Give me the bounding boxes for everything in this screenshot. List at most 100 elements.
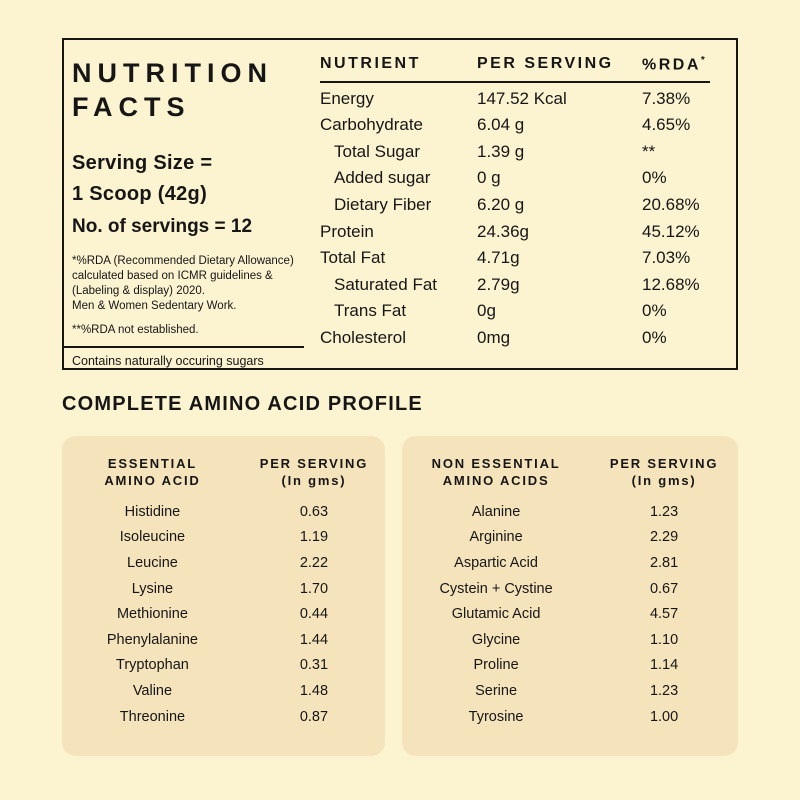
essential-amino-card: ESSENTIAL AMINO ACID PER SERVING (In gms… xyxy=(62,436,385,756)
nutrient-per-serving: 6.04 g xyxy=(477,115,525,135)
nutrient-per-serving: 2.79g xyxy=(477,274,520,294)
non-essential-card-title: NON ESSENTIAL AMINO ACIDS xyxy=(402,455,590,489)
per-serving-line-1: PER SERVING xyxy=(609,456,719,471)
amino-value: 0.31 xyxy=(299,657,329,674)
nutrient-table: NUTRIENT PER SERVING %RDA* Energy 147.52 … xyxy=(320,40,736,368)
amino-name: Proline xyxy=(473,657,519,674)
servings-count: No. of servings = 12 xyxy=(72,216,253,237)
nutrient-rda: 45.12% xyxy=(642,221,700,241)
amino-name: Tryptophan xyxy=(116,657,189,674)
amino-name: Threonine xyxy=(119,708,186,725)
nutrient-name: Dietary Fiber xyxy=(334,195,432,214)
amino-row: Alanine 1.23 xyxy=(402,499,738,525)
amino-row: Proline 1.14 xyxy=(402,653,738,679)
amino-name: Tyrosine xyxy=(468,708,524,725)
essential-title-line-1: ESSENTIAL xyxy=(107,456,198,471)
nutrient-name: Saturated Fat xyxy=(334,274,438,294)
rda-footnote: *%RDA (Recommended Dietary Allowance) ca… xyxy=(72,254,318,314)
amino-name: Alanine xyxy=(471,503,521,520)
nutrient-per-serving: 0g xyxy=(477,301,496,321)
nutrient-rda: 20.68% xyxy=(642,195,700,214)
serving-size-value: 1 Scoop (42g) xyxy=(72,183,208,205)
amino-value: 1.70 xyxy=(299,580,329,597)
nutrient-rda: 0% xyxy=(642,327,667,347)
nutrient-rda: 0% xyxy=(642,168,667,188)
nutrient-row: Carbohydrate 6.04 g 4.65% xyxy=(320,112,710,139)
per-serving-line-1: PER SERVING xyxy=(259,456,369,471)
amino-value: 0.44 xyxy=(299,606,329,623)
nutrient-name: Trans Fat xyxy=(334,301,407,321)
amino-row: Aspartic Acid 2.81 xyxy=(402,550,738,576)
amino-name: Phenylalanine xyxy=(106,631,198,648)
amino-value: 4.57 xyxy=(649,606,679,623)
col-rda-header: %RDA* xyxy=(642,55,705,74)
amino-name: Methionine xyxy=(116,606,188,623)
amino-value: 1.44 xyxy=(299,631,329,648)
amino-value: 2.22 xyxy=(299,554,329,571)
rda-footnote-line: *%RDA (Recommended Dietary Allowance) xyxy=(72,255,294,267)
essential-card-title: ESSENTIAL AMINO ACID xyxy=(62,455,243,489)
nutrient-row: Total Sugar 1.39 g ** xyxy=(320,139,710,166)
nutrient-table-body: Energy 147.52 Kcal 7.38% Carbohydrate 6.04 g… xyxy=(320,85,710,351)
nutrient-name: Cholesterol xyxy=(320,327,406,347)
non-essential-card-header: NON ESSENTIAL AMINO ACIDS PER SERVING (I… xyxy=(402,436,738,489)
nutrient-rda: 4.65% xyxy=(642,115,691,135)
amino-row: Valine 1.48 xyxy=(62,678,385,704)
amino-value: 1.10 xyxy=(649,631,679,648)
amino-value: 1.48 xyxy=(299,682,329,699)
amino-name: Arginine xyxy=(469,529,523,546)
col-per-serving-header: PER SERVING xyxy=(477,55,614,72)
amino-name: Isoleucine xyxy=(119,529,186,546)
nutrient-name: Total Fat xyxy=(320,248,386,268)
nutrition-facts-title: NUTRITION FACTS xyxy=(72,56,320,124)
nutrient-rda: 7.03% xyxy=(642,248,691,268)
amino-row: Tyrosine 1.00 xyxy=(402,704,738,730)
nutrient-rda: ** xyxy=(642,141,656,161)
rda-asterisk: * xyxy=(700,55,705,66)
nutrient-per-serving: 0 g xyxy=(477,168,501,188)
amino-row: Serine 1.23 xyxy=(402,678,738,704)
essential-title-line-2: AMINO ACID xyxy=(104,473,201,488)
col-nutrient-header: NUTRIENT xyxy=(320,55,421,72)
amino-name: Histidine xyxy=(124,503,181,520)
essential-card-header: ESSENTIAL AMINO ACID PER SERVING (In gms… xyxy=(62,436,385,489)
amino-row: Glycine 1.10 xyxy=(402,627,738,653)
nutrient-row: Protein 24.36g 45.12% xyxy=(320,218,710,245)
nutrient-row: Cholesterol 0mg 0% xyxy=(320,325,710,352)
serving-size-label: Serving Size = xyxy=(72,152,213,174)
contains-sugars-note: Contains naturally occuring sugars xyxy=(64,346,304,368)
rda-footnote-line: Men & Women Sedentary Work. xyxy=(72,300,237,312)
rda-footnote-line: calculated based on ICMR guidelines & xyxy=(72,270,273,282)
amino-row: Histidine 0.63 xyxy=(62,499,385,525)
nutrient-per-serving: 6.20 g xyxy=(477,195,525,214)
nutrient-per-serving: 4.71g xyxy=(477,248,520,268)
amino-name: Lysine xyxy=(131,580,174,597)
amino-row: Cystein + Cystine 0.67 xyxy=(402,576,738,602)
nutrient-rda: 0% xyxy=(642,301,667,321)
non-essential-title-line-1: NON ESSENTIAL xyxy=(431,456,561,471)
amino-value: 1.23 xyxy=(649,503,679,520)
nutrient-table-header: NUTRIENT PER SERVING %RDA* xyxy=(320,55,710,84)
nutrient-name: Protein xyxy=(320,221,374,241)
amino-value: 1.23 xyxy=(649,682,679,699)
non-essential-amino-rows: Alanine 1.23 Arginine 2.29 Aspartic Acid 2.81… xyxy=(402,499,738,729)
amino-row: Arginine 2.29 xyxy=(402,525,738,551)
amino-name: Glutamic Acid xyxy=(451,606,541,623)
nutrition-facts-left-pane: NUTRITION FACTS Serving Size = 1 Scoop (… xyxy=(64,40,320,368)
amino-row: Leucine 2.22 xyxy=(62,550,385,576)
non-essential-title-line-2: AMINO ACIDS xyxy=(442,473,550,488)
nutrient-row: Energy 147.52 Kcal 7.38% xyxy=(320,85,710,112)
nutrient-rda: 7.38% xyxy=(642,88,691,108)
amino-name: Aspartic Acid xyxy=(454,554,538,571)
amino-value: 2.81 xyxy=(649,554,679,571)
amino-row: Lysine 1.70 xyxy=(62,576,385,602)
amino-row: Methionine 0.44 xyxy=(62,601,385,627)
nutrient-row: Added sugar 0 g 0% xyxy=(320,165,710,192)
nutrient-row: Total Fat 4.71g 7.03% xyxy=(320,245,710,272)
amino-value: 2.29 xyxy=(649,529,679,546)
amino-name: Valine xyxy=(132,682,173,699)
nutrient-row: Trans Fat 0g 0% xyxy=(320,298,710,325)
nutrient-rda: 12.68% xyxy=(642,274,700,294)
amino-row: Isoleucine 1.19 xyxy=(62,525,385,551)
